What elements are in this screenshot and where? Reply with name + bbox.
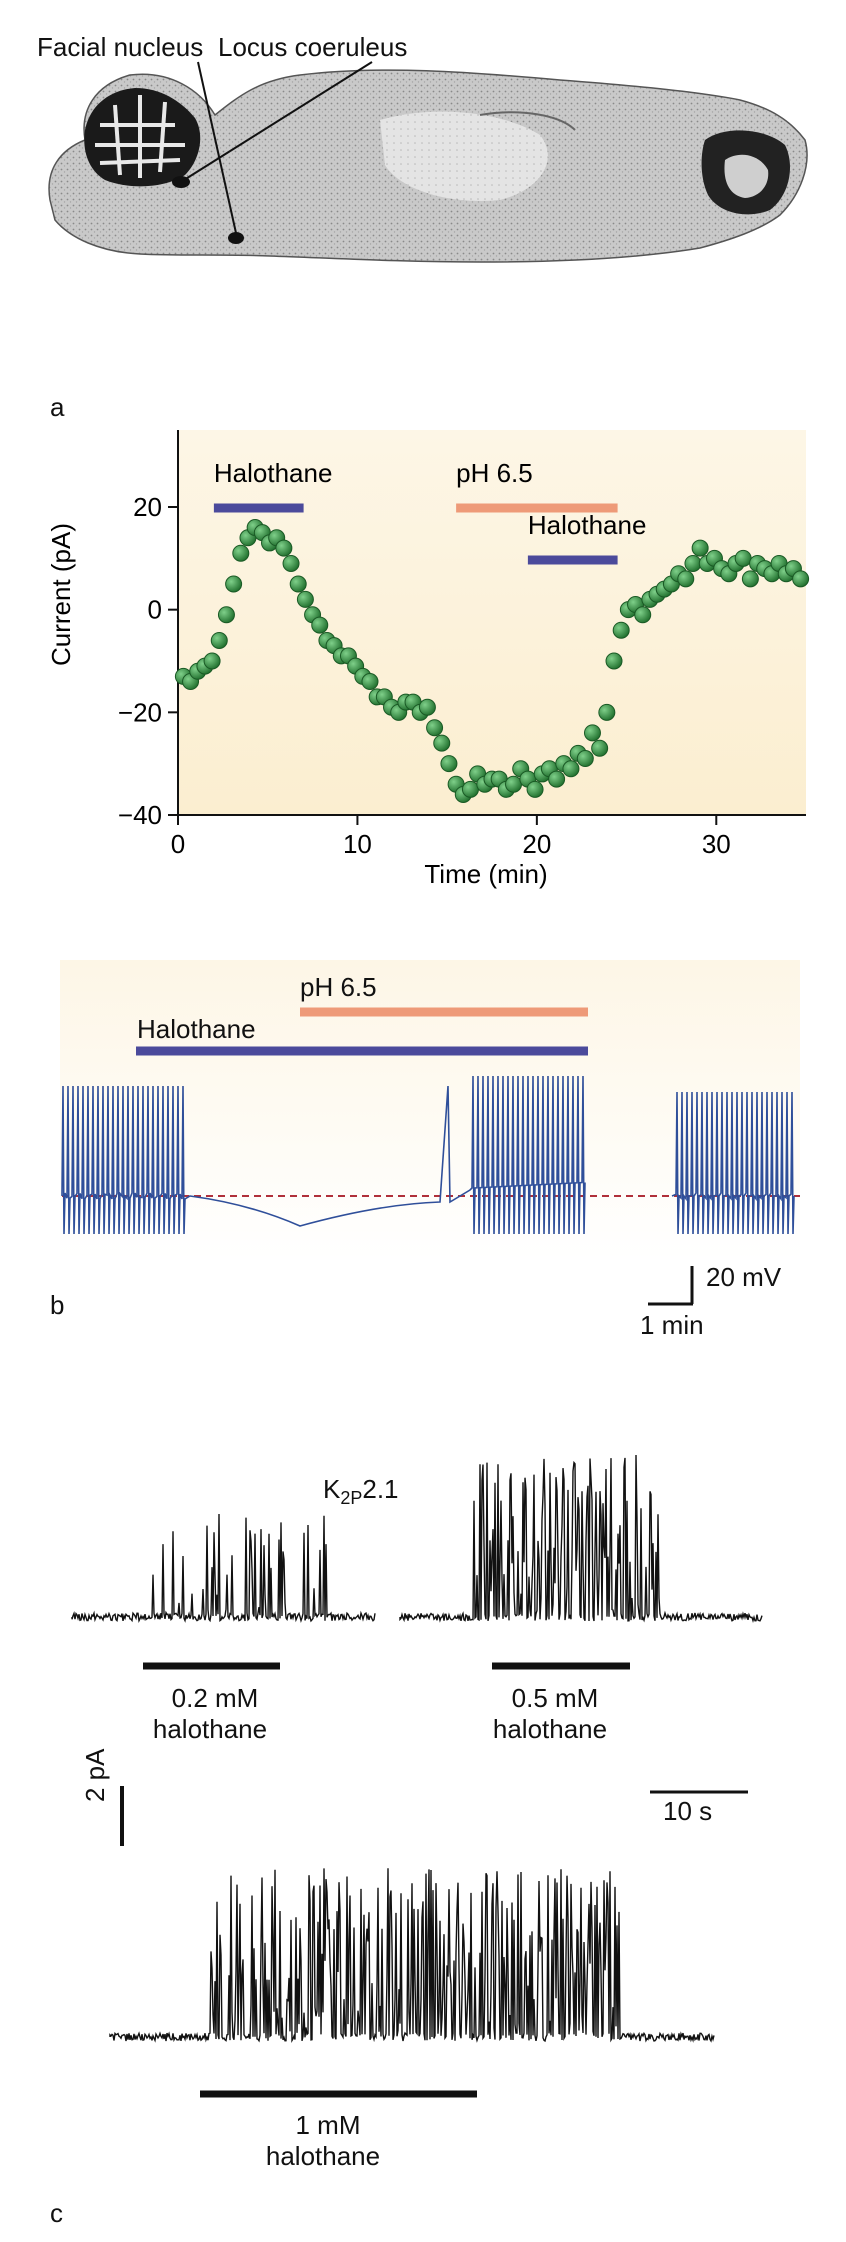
y-axis-label: Current (pA)	[46, 523, 76, 666]
data-point	[598, 703, 616, 721]
panel-letter-c: c	[50, 2198, 63, 2228]
data-point	[225, 575, 243, 593]
plot-background	[178, 430, 806, 815]
channel-trace	[71, 1513, 376, 1624]
scale-bar-time-label-c: 10 s	[663, 1796, 713, 1826]
x-tick-label: 0	[171, 829, 185, 859]
data-point	[433, 734, 451, 752]
data-point	[605, 652, 623, 670]
data-point	[418, 698, 436, 716]
single-channel-traces	[71, 1454, 763, 2098]
y-tick-label: 20	[133, 492, 162, 522]
y-tick-label: −40	[118, 800, 162, 830]
voltage-trace-recovery	[671, 1091, 795, 1235]
dose-1mM: 1 mM	[295, 2110, 361, 2140]
data-point	[677, 570, 695, 588]
dose-label-1mM: 1 mM halothane	[263, 2110, 393, 2172]
data-point	[361, 673, 379, 691]
voltage-trace-segment	[61, 1075, 586, 1235]
data-point	[426, 719, 444, 737]
data-point	[576, 750, 594, 768]
dose-0.2mM: 0.2 mM	[171, 1683, 259, 1713]
data-point	[232, 544, 250, 562]
dose-0.5mM: 0.5 mM	[511, 1683, 599, 1713]
current-time-chart: 0 10 20 30 20 0 −20 −40 Time (min) Current (pA) H…	[46, 430, 810, 889]
data-point	[562, 760, 580, 778]
scale-bar-time-label: 1 min	[640, 1310, 704, 1340]
data-point	[210, 631, 228, 649]
channel-label-suffix: 2.1	[362, 1474, 399, 1504]
halothane-label-b: Halothane	[137, 1014, 256, 1044]
data-point	[203, 652, 221, 670]
drug-0.5mM: halothane	[492, 1714, 608, 1744]
scale-bar-current-label: 2 pA	[80, 1748, 110, 1803]
data-point	[526, 780, 544, 798]
membrane-potential-trace: pH 6.5 Halothane	[60, 960, 800, 1260]
data-point	[741, 570, 759, 588]
panel-letter-a: a	[50, 392, 65, 422]
data-point	[311, 616, 329, 634]
panel-letter-b: b	[50, 1290, 65, 1320]
y-tick-label: −20	[118, 697, 162, 727]
label-locus-coeruleus: Locus coeruleus	[218, 32, 408, 62]
dose-label-0.2mM: 0.2 mM halothane	[150, 1683, 280, 1745]
treatment-bar-label: Halothane	[214, 458, 333, 488]
ph-label-b: pH 6.5	[300, 972, 377, 1002]
label-facial-nucleus: Facial nucleus	[37, 32, 204, 62]
data-point	[217, 606, 235, 624]
data-point	[583, 724, 601, 742]
data-point	[792, 570, 810, 588]
x-tick-label: 10	[343, 829, 372, 859]
channel-label-main: K	[323, 1474, 341, 1504]
data-point	[684, 554, 702, 572]
data-point	[634, 606, 652, 624]
data-point	[282, 554, 300, 572]
brain-section-image	[48, 61, 808, 263]
treatment-bar-label: Halothane	[528, 510, 647, 540]
y-tick-label: 0	[148, 595, 162, 625]
data-point	[461, 780, 479, 798]
x-tick-label: 20	[522, 829, 551, 859]
data-point	[440, 755, 458, 773]
data-point	[734, 549, 752, 567]
x-tick-label: 30	[702, 829, 731, 859]
channel-trace	[109, 1868, 715, 2044]
scale-bar-b	[648, 1266, 694, 1306]
data-point	[505, 775, 523, 793]
drug-0.2mM: halothane	[152, 1714, 268, 1744]
x-axis-label: Time (min)	[424, 859, 547, 889]
scale-bar-voltage-label: 20 mV	[706, 1262, 782, 1292]
data-point	[691, 539, 709, 557]
drug-1mM: halothane	[265, 2141, 381, 2171]
data-point	[612, 621, 630, 639]
dose-label-0.5mM: 0.5 mM halothane	[490, 1683, 620, 1745]
treatment-bar-label: pH 6.5	[456, 458, 533, 488]
data-point	[548, 770, 566, 788]
data-point	[591, 739, 609, 757]
data-point	[289, 575, 307, 593]
data-point	[275, 539, 293, 557]
channel-trace	[399, 1454, 763, 1623]
data-point	[296, 590, 314, 608]
channel-label-sub: 2P	[340, 1488, 363, 1509]
channel-label: K2P2.1	[323, 1474, 399, 1509]
